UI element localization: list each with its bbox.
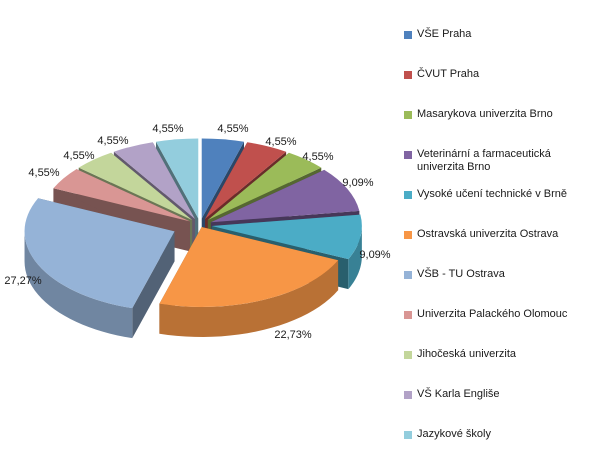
legend-swatch bbox=[404, 71, 412, 79]
data-label: 9,09% bbox=[359, 249, 390, 261]
legend-swatch bbox=[404, 31, 412, 39]
legend-item: VŠ Karla Engliše bbox=[404, 388, 585, 401]
legend-label: VŠB - TU Ostrava bbox=[417, 268, 505, 280]
legend-label: Vysoké učení technické v Brně bbox=[417, 188, 568, 200]
legend-item: Ostravská univerzita Ostrava bbox=[404, 228, 585, 241]
data-label: 4,55% bbox=[28, 167, 59, 179]
legend-swatch bbox=[404, 151, 412, 159]
legend-label: Univerzita Palackého Olomouc bbox=[417, 308, 568, 320]
legend-item: Jazykové školy bbox=[404, 428, 585, 441]
data-label: 4,55% bbox=[217, 123, 248, 135]
pie-slice bbox=[24, 198, 175, 339]
data-label: 9,09% bbox=[342, 177, 373, 189]
legend-swatch bbox=[404, 111, 412, 119]
legend-label: Veterinární a farmaceutická univerzita B… bbox=[417, 148, 551, 173]
legend-swatch bbox=[404, 191, 412, 199]
legend-item: Univerzita Palackého Olomouc bbox=[404, 308, 585, 321]
legend-label: VŠE Praha bbox=[417, 28, 472, 40]
data-label: 4,55% bbox=[302, 151, 333, 163]
legend-label: Jihočeská univerzita bbox=[417, 348, 517, 360]
data-label: 4,55% bbox=[97, 135, 128, 147]
legend-swatch bbox=[404, 271, 412, 279]
legend-label: Ostravská univerzita Ostrava bbox=[417, 228, 559, 240]
legend-item: Veterinární a farmaceutická univerzita B… bbox=[404, 148, 585, 174]
legend-swatch bbox=[404, 231, 412, 239]
legend-item: ČVUT Praha bbox=[404, 68, 585, 81]
data-label: 4,55% bbox=[152, 123, 183, 135]
legend-item: Jihočeská univerzita bbox=[404, 348, 585, 361]
legend-item: Masarykova univerzita Brno bbox=[404, 108, 585, 121]
legend-item: Vysoké učení technické v Brně bbox=[404, 188, 585, 201]
legend-swatch bbox=[404, 431, 412, 439]
legend-swatch bbox=[404, 311, 412, 319]
legend-item: VŠB - TU Ostrava bbox=[404, 268, 585, 281]
data-label: 22,73% bbox=[274, 329, 312, 341]
pie-slice bbox=[159, 227, 339, 337]
data-label: 4,55% bbox=[63, 150, 94, 162]
legend-label: VŠ Karla Engliše bbox=[417, 388, 500, 400]
legend-swatch bbox=[404, 351, 412, 359]
legend-item: VŠE Praha bbox=[404, 28, 585, 41]
legend-label: Masarykova univerzita Brno bbox=[417, 108, 553, 120]
data-label: 4,55% bbox=[265, 136, 296, 148]
legend-label: ČVUT Praha bbox=[417, 68, 480, 80]
pie-chart: 4,55%4,55%4,55%9,09%9,09%22,73%27,27%4,5… bbox=[4, 123, 390, 341]
data-label: 27,27% bbox=[4, 275, 42, 287]
legend-label: Jazykové školy bbox=[417, 428, 491, 440]
legend-swatch bbox=[404, 391, 412, 399]
